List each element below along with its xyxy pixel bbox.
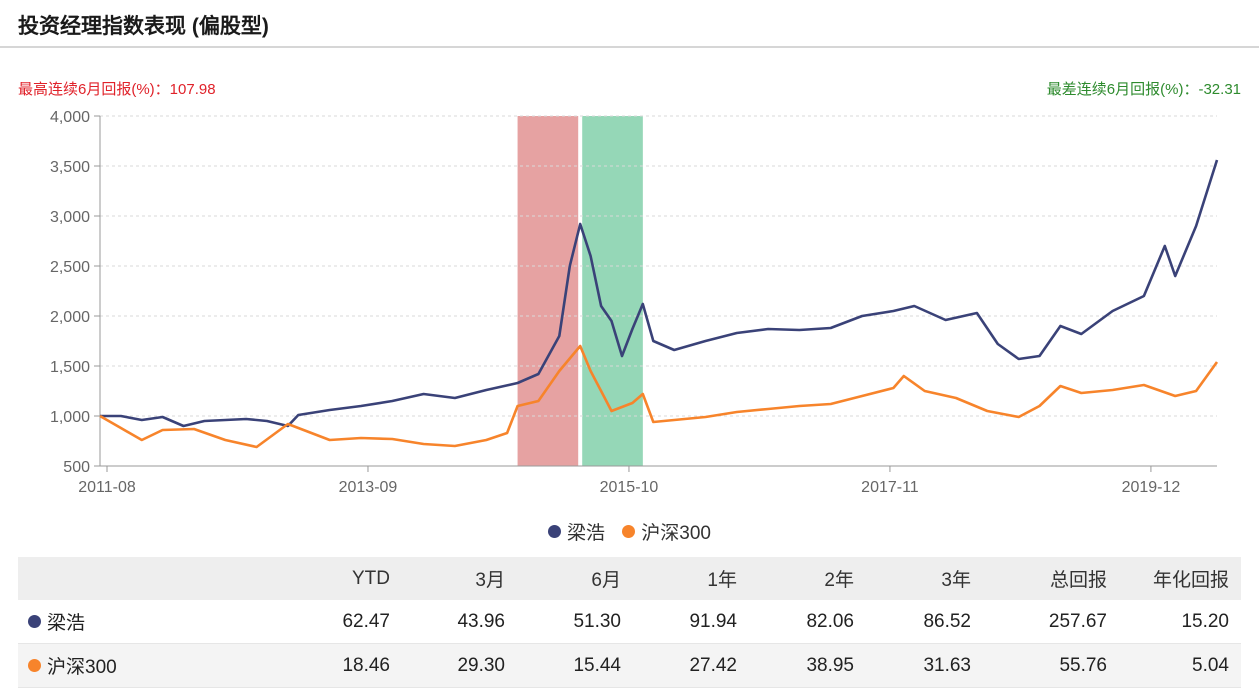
header-cell [18, 557, 238, 600]
y-tick-label: 3,500 [50, 159, 90, 176]
row-name-cell: 沪深300 [18, 643, 238, 688]
table-cell: 82.06 [738, 600, 855, 644]
y-tick-label: 2,500 [50, 259, 90, 276]
series-line-manager [100, 159, 1219, 428]
y-tick-label: 3,000 [50, 209, 90, 226]
performance-table: YTD 3月 6月 1年 2年 3年 总回报 年化回报 梁浩 62.47 43.… [18, 557, 1241, 688]
row-name: 沪深300 [47, 657, 117, 678]
y-tick-label: 2,000 [50, 309, 90, 326]
legend-item-manager[interactable]: 梁浩 [548, 518, 605, 545]
series-line-benchmark [99, 344, 1219, 449]
page-title: 投资经理指数表现 (偏股型) [18, 15, 269, 38]
table-cell: 43.96 [391, 600, 506, 644]
header-cell: 总回报 [972, 557, 1108, 600]
y-tick-label: 1,500 [50, 359, 90, 376]
header-cell: 1年 [622, 557, 738, 600]
table-row: 沪深300 18.46 29.30 15.44 27.42 38.95 31.6… [18, 643, 1241, 688]
best-6m-return: 最高连续6月回报(%)：107.98 [18, 81, 216, 98]
header-cell: 6月 [506, 557, 622, 600]
table-cell: 15.20 [1108, 600, 1241, 644]
table-header-row: YTD 3月 6月 1年 2年 3年 总回报 年化回报 [18, 557, 1241, 600]
header-cell: 3年 [855, 557, 972, 600]
worst-6m-return: 最差连续6月回报(%)：-32.31 [1046, 81, 1241, 98]
table-cell: 86.52 [855, 600, 972, 644]
x-tick-label: 2015-10 [600, 479, 659, 496]
worst-period-band [582, 116, 643, 466]
legend-item-benchmark[interactable]: 沪深300 [622, 518, 711, 545]
header-cell: 2年 [738, 557, 855, 600]
table-cell: 38.95 [738, 643, 855, 688]
title-divider [0, 46, 1259, 48]
legend-dot-benchmark [622, 525, 636, 538]
table-cell: 27.42 [622, 643, 738, 688]
x-tick-label: 2011-08 [78, 479, 136, 496]
y-tick-label: 1,000 [50, 409, 90, 426]
x-tick-label: 2017-11 [861, 479, 919, 496]
table-cell: 31.63 [855, 643, 972, 688]
x-tick-label: 2013-09 [339, 479, 398, 496]
row-dot-benchmark [28, 659, 41, 672]
header-cell: 年化回报 [1108, 557, 1241, 600]
legend-dot-manager [548, 525, 561, 538]
x-tick-label: 2019-12 [1122, 479, 1181, 496]
table-cell: 15.44 [506, 643, 622, 688]
table-cell: 91.94 [622, 600, 738, 644]
table-cell: 51.30 [506, 600, 622, 644]
row-name: 梁浩 [47, 613, 86, 634]
header-cell: 3月 [391, 557, 506, 600]
table-row: 梁浩 62.47 43.96 51.30 91.94 82.06 86.52 2… [18, 600, 1241, 644]
table-cell: 257.67 [972, 600, 1108, 644]
performance-chart: 500 1,000 1,500 2,000 2,500 3,000 3,500 4,000 20… [50, 109, 1219, 496]
legend-label-manager: 梁浩 [567, 523, 606, 544]
table-cell: 29.30 [391, 643, 506, 688]
table-cell: 62.47 [238, 600, 391, 644]
row-name-cell: 梁浩 [18, 600, 238, 644]
table-cell: 5.04 [1108, 643, 1241, 688]
row-dot-manager [28, 615, 41, 628]
y-tick-label: 500 [63, 459, 90, 476]
chart-legend: 梁浩 沪深300 [0, 518, 1259, 545]
table-cell: 55.76 [972, 643, 1108, 688]
legend-label-benchmark: 沪深300 [641, 523, 711, 544]
header-cell: YTD [238, 557, 391, 600]
best-period-band [517, 116, 579, 466]
y-tick-label: 4,000 [50, 109, 90, 126]
table-cell: 18.46 [238, 643, 391, 688]
